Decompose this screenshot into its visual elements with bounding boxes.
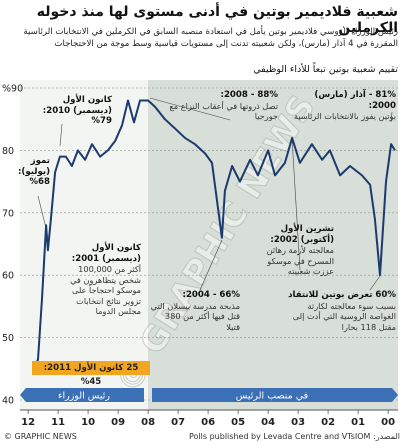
y-tick-label: 40	[2, 396, 14, 407]
annotation: 81% - آذار (مارس) 2000: بوتين يفوز بالانت…	[290, 90, 396, 122]
annotation-head: كانون الأول (ديسمبر) 2001:	[71, 243, 141, 264]
y-tick-label: 70	[2, 208, 14, 219]
leader-line	[199, 239, 223, 291]
x-tick-label: 08	[141, 417, 155, 428]
annotation: 66% - 2004: مذبحة مدرسة بيسلان التي قتل ف…	[150, 290, 240, 332]
annotation-text: بسبب سوء معالجته لكارثة الغواصة الروسية …	[292, 300, 396, 332]
x-tick-label: 06	[201, 417, 215, 428]
leader-line	[37, 195, 47, 229]
annotation-head: تموز (يوليو): 68%	[17, 156, 50, 187]
annotation: كانون الأول (ديسمبر) 2010: 79%	[36, 95, 112, 127]
annotation: تشرين الأول (أكتوبر) 2002: معالجته لأزمة …	[246, 224, 334, 277]
x-tick-label: 03	[291, 417, 305, 428]
x-tick-label: 09	[111, 417, 125, 428]
annotation: تموز (يوليو): 68%	[18, 156, 50, 188]
annotation-text: أكثر من 100,000 شخص يتظاهرون في موسكو اح…	[70, 264, 141, 316]
line	[33, 99, 396, 370]
annotation-head: 60% تعرض بوتين للانتقاد	[288, 290, 396, 300]
x-tick-label: 12	[21, 417, 35, 428]
president-background	[148, 80, 398, 410]
annotation-head: 66% - 2004:	[182, 290, 241, 300]
y-tick-label: 60	[2, 271, 14, 282]
x-tick-label: 01	[351, 417, 365, 428]
leader-line	[369, 275, 381, 291]
y-tick-label: 50	[2, 333, 14, 344]
title: شعبية فلاديمير بوتين في أدنى مستوى لها م…	[36, 4, 398, 36]
x-tick-label: 10	[81, 417, 95, 428]
annotation-head: كانون الأول (ديسمبر) 2010: 79%	[42, 95, 112, 126]
era-label: في منصب الرئيس	[236, 391, 308, 402]
annotation-head: تشرين الأول (أكتوبر) 2002:	[270, 224, 334, 245]
annotation-text: معالجته لأزمة رهائن المسرح في موسكو عززت…	[266, 245, 334, 276]
era-label: رئيس الوزراء	[58, 391, 110, 402]
pm-background	[20, 80, 148, 410]
era-bars: رئيس الوزراء في منصب الرئيس	[20, 388, 398, 402]
low-label: 25 كانون الأول 2011: 45%	[32, 361, 150, 387]
x-tick-label: 02	[321, 417, 335, 428]
leader-line	[149, 97, 231, 121]
x-tick-label: 04	[261, 417, 275, 428]
leader-line	[390, 111, 393, 123]
y-tick-label: 80	[2, 146, 14, 157]
annotation: 88% - 2008: تصل ذروتها في أعقاب النزاع مع…	[168, 90, 278, 122]
era-bar	[20, 388, 144, 402]
annotation-head: 88% - 2008:	[220, 90, 279, 100]
chart-label: تقييم شعبية بوتين تبعاً للأداء الوظيفي	[253, 64, 398, 75]
annotation-text: مذبحة مدرسة بيسلان التي قتل فيها أكثر من…	[150, 300, 240, 332]
x-tick-label: 00	[381, 417, 395, 428]
x-tick-label: 11	[51, 417, 65, 428]
leader-line	[59, 123, 63, 147]
x-tick-label: 05	[231, 417, 245, 428]
leader-line	[291, 137, 301, 271]
subtitle: رئيس الوزراء الروسي فلاديمير بوتين يأمل …	[23, 27, 398, 49]
annotation-text: تصل ذروتها في أعقاب النزاع مع جورجيا	[169, 100, 278, 122]
credit: © GRAPHIC NEWS	[4, 432, 77, 441]
source: المصدر: Polls published by Levada Centre…	[189, 432, 400, 441]
annotation-text: بوتين يفوز بالانتخابات الرئاسية	[293, 111, 396, 121]
annotation-head: 81% - آذار (مارس) 2000:	[314, 90, 396, 111]
annotation: كانون الأول (ديسمبر) 2001: أكثر من 100,00…	[55, 243, 141, 317]
x-tick-label: 07	[171, 417, 185, 428]
annotation: 60% تعرض بوتين للانتقاد بسبب سوء معالجته …	[288, 290, 396, 332]
era-bar	[152, 388, 398, 402]
y-tick-label: %90	[2, 84, 23, 95]
